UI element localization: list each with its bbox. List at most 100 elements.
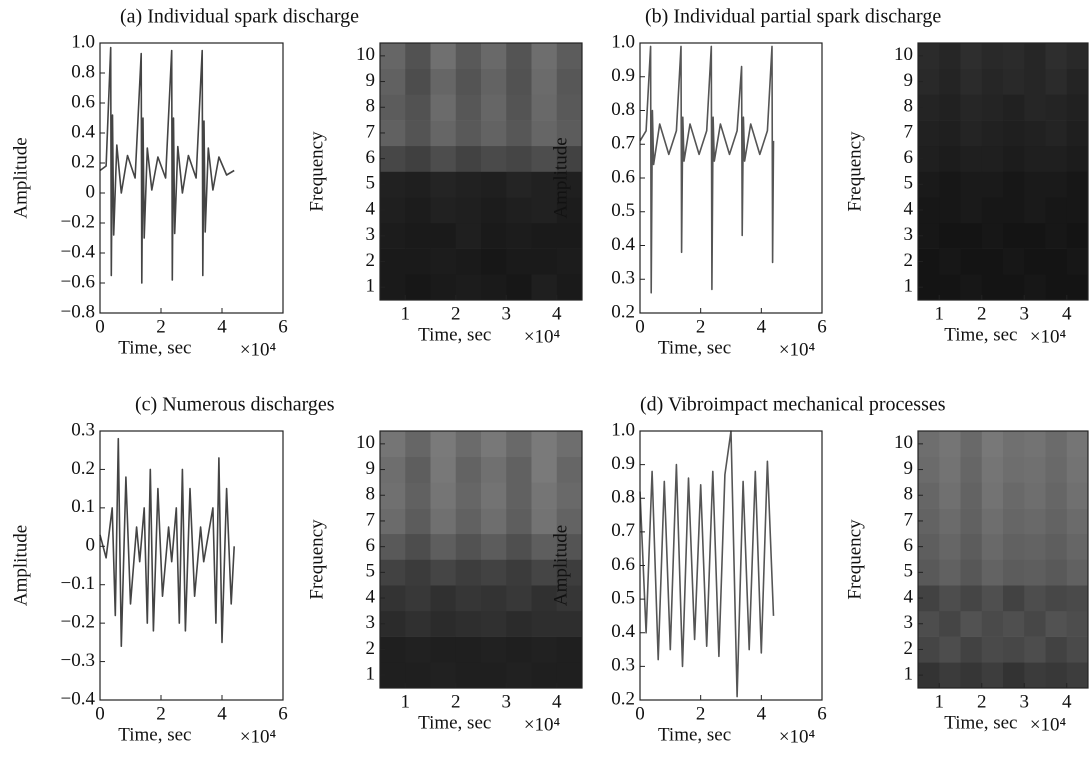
x-tick-label: 6 xyxy=(817,316,827,337)
x-tick-label: 3 xyxy=(502,691,512,712)
heatmap-cell xyxy=(1024,610,1046,637)
y-tick-label: 8 xyxy=(366,484,376,505)
heatmap-cell xyxy=(531,248,558,275)
heatmap-cell xyxy=(1045,248,1068,275)
heatmap-cell xyxy=(1003,145,1025,172)
heatmap-cell xyxy=(405,508,431,535)
heatmap-cell xyxy=(1003,585,1025,612)
heatmap-cell xyxy=(531,662,558,689)
heatmap-cell xyxy=(481,248,507,275)
heatmap-cell xyxy=(455,120,482,147)
heatmap-cell xyxy=(1045,662,1068,689)
heatmap-cell xyxy=(1024,533,1046,560)
heatmap-cell xyxy=(981,482,1004,509)
y-tick-label: 8 xyxy=(366,96,376,117)
heatmap-cell xyxy=(430,456,457,483)
y-tick-label: 6 xyxy=(904,147,914,168)
heatmap-cell xyxy=(1024,431,1046,457)
heatmap-cell xyxy=(939,94,961,121)
heatmap-cell xyxy=(1045,508,1068,535)
heatmap-cell xyxy=(405,68,431,95)
heatmap-cell xyxy=(981,456,1004,483)
y-tick-label: 4 xyxy=(904,198,914,219)
heatmap-cell xyxy=(481,456,507,483)
heatmap-cell xyxy=(405,171,431,198)
heatmap-cell xyxy=(1045,222,1068,249)
heatmap-cell xyxy=(556,145,583,172)
heatmap-cell xyxy=(455,585,482,612)
x-multiplier: ×10⁴ xyxy=(1030,714,1067,735)
heatmap-cell xyxy=(1066,94,1089,121)
heatmap-cell xyxy=(506,94,532,121)
heatmap-cell xyxy=(556,222,583,249)
heatmap-cell xyxy=(531,94,558,121)
heatmap-cell xyxy=(939,68,961,95)
heatmap-cell xyxy=(1066,43,1089,69)
heatmap-cell xyxy=(1045,559,1068,586)
heatmap-cell xyxy=(981,610,1004,637)
heatmap-cell xyxy=(960,145,983,172)
x-tick-label: 4 xyxy=(757,316,767,337)
x-multiplier: ×10⁴ xyxy=(524,326,561,347)
heatmap-cell xyxy=(1066,533,1089,560)
heatmap-cell xyxy=(1003,120,1025,147)
axes-frame xyxy=(917,430,1089,689)
heatmap-cell xyxy=(960,431,983,457)
y-tick-label: 3 xyxy=(366,612,376,633)
heatmap-cell xyxy=(1024,197,1046,224)
heatmap-cell xyxy=(1045,431,1068,457)
heatmap-cell xyxy=(939,585,961,612)
heatmap-cell xyxy=(556,197,583,224)
panel-title: (c) Numerous discharges xyxy=(135,394,335,416)
heatmap-cell xyxy=(556,533,583,560)
heatmap-cell xyxy=(918,636,940,663)
heatmap-cell xyxy=(939,145,961,172)
heatmap-cell xyxy=(1045,171,1068,198)
y-tick-label: 0.3 xyxy=(611,268,635,289)
x-multiplier: ×10⁴ xyxy=(779,726,816,747)
heatmap-cell xyxy=(1003,43,1025,69)
x-multiplier: ×10⁴ xyxy=(240,726,277,747)
heatmap-cell xyxy=(1003,68,1025,95)
x-multiplier: ×10⁴ xyxy=(240,339,277,360)
heatmap-cell xyxy=(405,274,431,301)
y-tick-label: 6 xyxy=(366,535,376,556)
heatmap-cell xyxy=(1003,508,1025,535)
y-tick-label: 4 xyxy=(366,198,376,219)
heatmap-cell xyxy=(481,508,507,535)
x-axis-label: Time, sec xyxy=(658,724,731,745)
x-tick-label: 2 xyxy=(696,703,706,724)
heatmap-cell xyxy=(918,145,940,172)
heatmap-cell xyxy=(455,274,482,301)
y-tick-label: 0.2 xyxy=(611,688,635,709)
heatmap-cell xyxy=(960,585,983,612)
heatmap-cell xyxy=(981,120,1004,147)
heatmap-cell xyxy=(506,559,532,586)
y-tick-label: 2 xyxy=(366,638,376,659)
y-axis-label: Frequency xyxy=(306,131,327,212)
heatmap-cell xyxy=(506,482,532,509)
x-multiplier: ×10⁴ xyxy=(524,714,561,735)
axes-frame xyxy=(379,430,583,689)
heatmap-cell xyxy=(506,274,532,301)
x-tick-label: 2 xyxy=(696,316,706,337)
heatmap-cell xyxy=(939,456,961,483)
x-tick-label: 4 xyxy=(1062,303,1072,324)
heatmap-cell xyxy=(1045,482,1068,509)
heatmap-cell xyxy=(981,274,1004,301)
heatmap-cell xyxy=(405,43,431,69)
heatmap-cell xyxy=(556,662,583,689)
heatmap-cell xyxy=(1066,559,1089,586)
heatmap-cell xyxy=(405,197,431,224)
heatmap-cell xyxy=(1003,636,1025,663)
y-tick-label: 4 xyxy=(366,586,376,607)
heatmap-cell xyxy=(1003,456,1025,483)
heatmap-cell xyxy=(981,585,1004,612)
heatmap-cell xyxy=(481,222,507,249)
heatmap-cell xyxy=(405,145,431,172)
heatmap-cell xyxy=(455,456,482,483)
heatmap-cell xyxy=(481,274,507,301)
heatmap-cell xyxy=(506,248,532,275)
signal-line xyxy=(99,437,235,647)
y-tick-label: 7 xyxy=(904,509,914,530)
